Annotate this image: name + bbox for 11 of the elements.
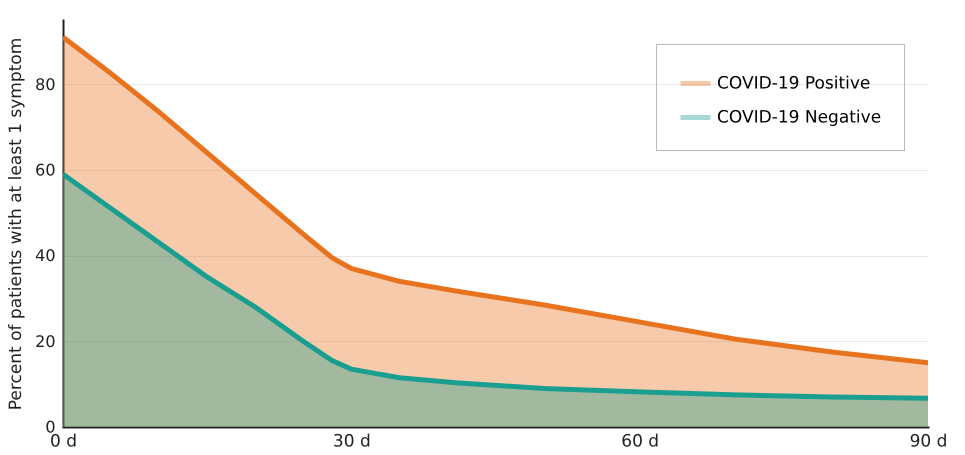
x-tick-label: 30 d [332, 432, 371, 452]
legend-label: COVID-19 Positive [717, 74, 870, 94]
x-tick-label: 0 d [50, 432, 78, 452]
y-tick-label: 80 [35, 74, 56, 94]
x-tick-label: 60 d [621, 432, 660, 452]
legend-label: COVID-19 Negative [717, 108, 882, 128]
y-axis-title: Percent of patients with at least 1 symptom [6, 38, 26, 410]
y-tick-label: 20 [35, 332, 56, 351]
y-tick-label: 40 [35, 246, 56, 266]
y-tick-label: 60 [35, 160, 56, 180]
x-tick-label: 90 d [910, 432, 948, 452]
